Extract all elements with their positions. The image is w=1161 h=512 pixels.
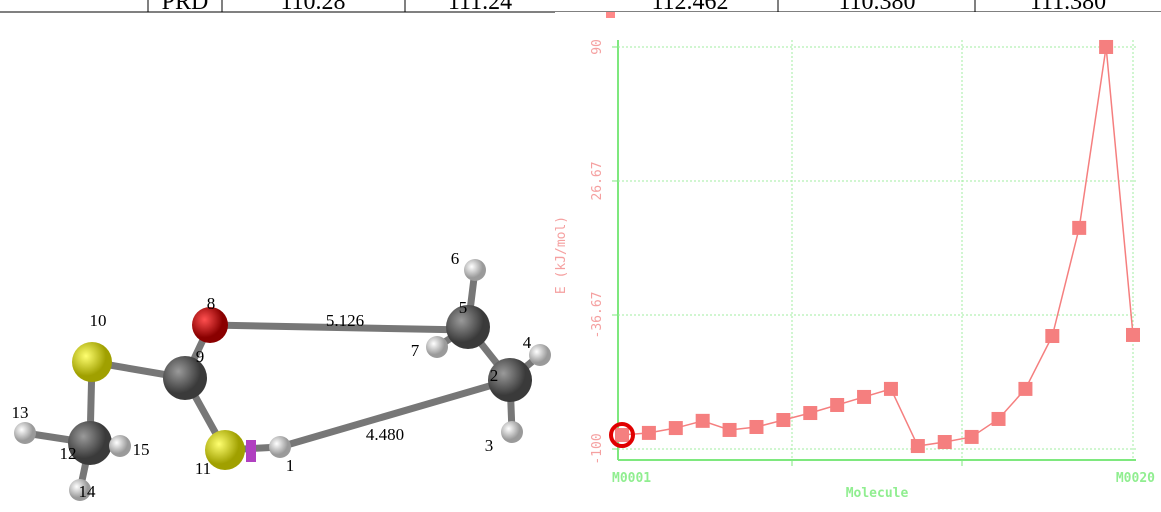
atom	[446, 305, 490, 349]
point	[696, 414, 710, 428]
point	[776, 413, 790, 427]
point	[830, 398, 844, 412]
point	[723, 423, 737, 437]
atom-label: 13	[12, 403, 29, 422]
atom-label: 6	[451, 249, 460, 268]
atom-label: 14	[79, 482, 97, 501]
point	[749, 420, 763, 434]
atom-label: 3	[485, 436, 494, 455]
point	[857, 390, 871, 404]
y-tick-label: 26.67	[590, 161, 605, 200]
point	[1072, 221, 1086, 235]
energy-chart: E (kJ/mol) Molecule -100 -36.67 26.67 90 M00…	[555, 12, 1161, 512]
atom	[426, 336, 448, 358]
app-window: PRD 110.28 111.24 112.462 110.380 111.38…	[0, 0, 1161, 512]
point	[965, 430, 979, 444]
atom	[529, 344, 551, 366]
molecule-view: 1 2 3 4 5 6 7 8 9 10 11 12 13 14 15 5.12…	[0, 0, 555, 512]
atom-label: 12	[60, 444, 77, 463]
x-axis-label: Molecule	[846, 486, 909, 501]
point	[1099, 40, 1113, 54]
atom-label: 10	[90, 311, 107, 330]
point	[1126, 328, 1140, 342]
atom	[14, 422, 36, 444]
point	[1018, 382, 1032, 396]
x-tick-label: M0001	[612, 471, 651, 486]
atom-label: 8	[207, 294, 216, 313]
y-tick-label: 90	[590, 39, 605, 55]
point	[803, 406, 817, 420]
x-tick-label: M0020	[1116, 471, 1155, 486]
y-axis-label: E (kJ/mol)	[555, 216, 569, 294]
atom	[109, 435, 131, 457]
point	[669, 421, 683, 435]
point	[1045, 329, 1059, 343]
atom	[464, 259, 486, 281]
legend-swatch	[606, 12, 615, 18]
atom	[501, 421, 523, 443]
point	[992, 412, 1006, 426]
point	[938, 435, 952, 449]
atom-label: 5	[459, 298, 468, 317]
atom	[269, 436, 291, 458]
selection-marker	[246, 440, 256, 462]
atom-label: 15	[133, 440, 150, 459]
atom-label: 1	[286, 456, 295, 475]
point	[884, 382, 898, 396]
y-tick-label: -100	[590, 433, 605, 464]
atom-label: 7	[411, 341, 420, 360]
atom-label: 2	[490, 366, 499, 385]
atom	[72, 342, 112, 382]
distance-label: 4.480	[366, 425, 404, 444]
atom-label: 11	[195, 459, 211, 478]
point	[642, 426, 656, 440]
atom-label: 4	[523, 333, 532, 352]
point	[615, 428, 629, 442]
atom-label: 9	[196, 347, 205, 366]
distance-label: 5.126	[326, 311, 364, 330]
y-tick-label: -36.67	[590, 292, 605, 339]
point	[911, 439, 925, 453]
